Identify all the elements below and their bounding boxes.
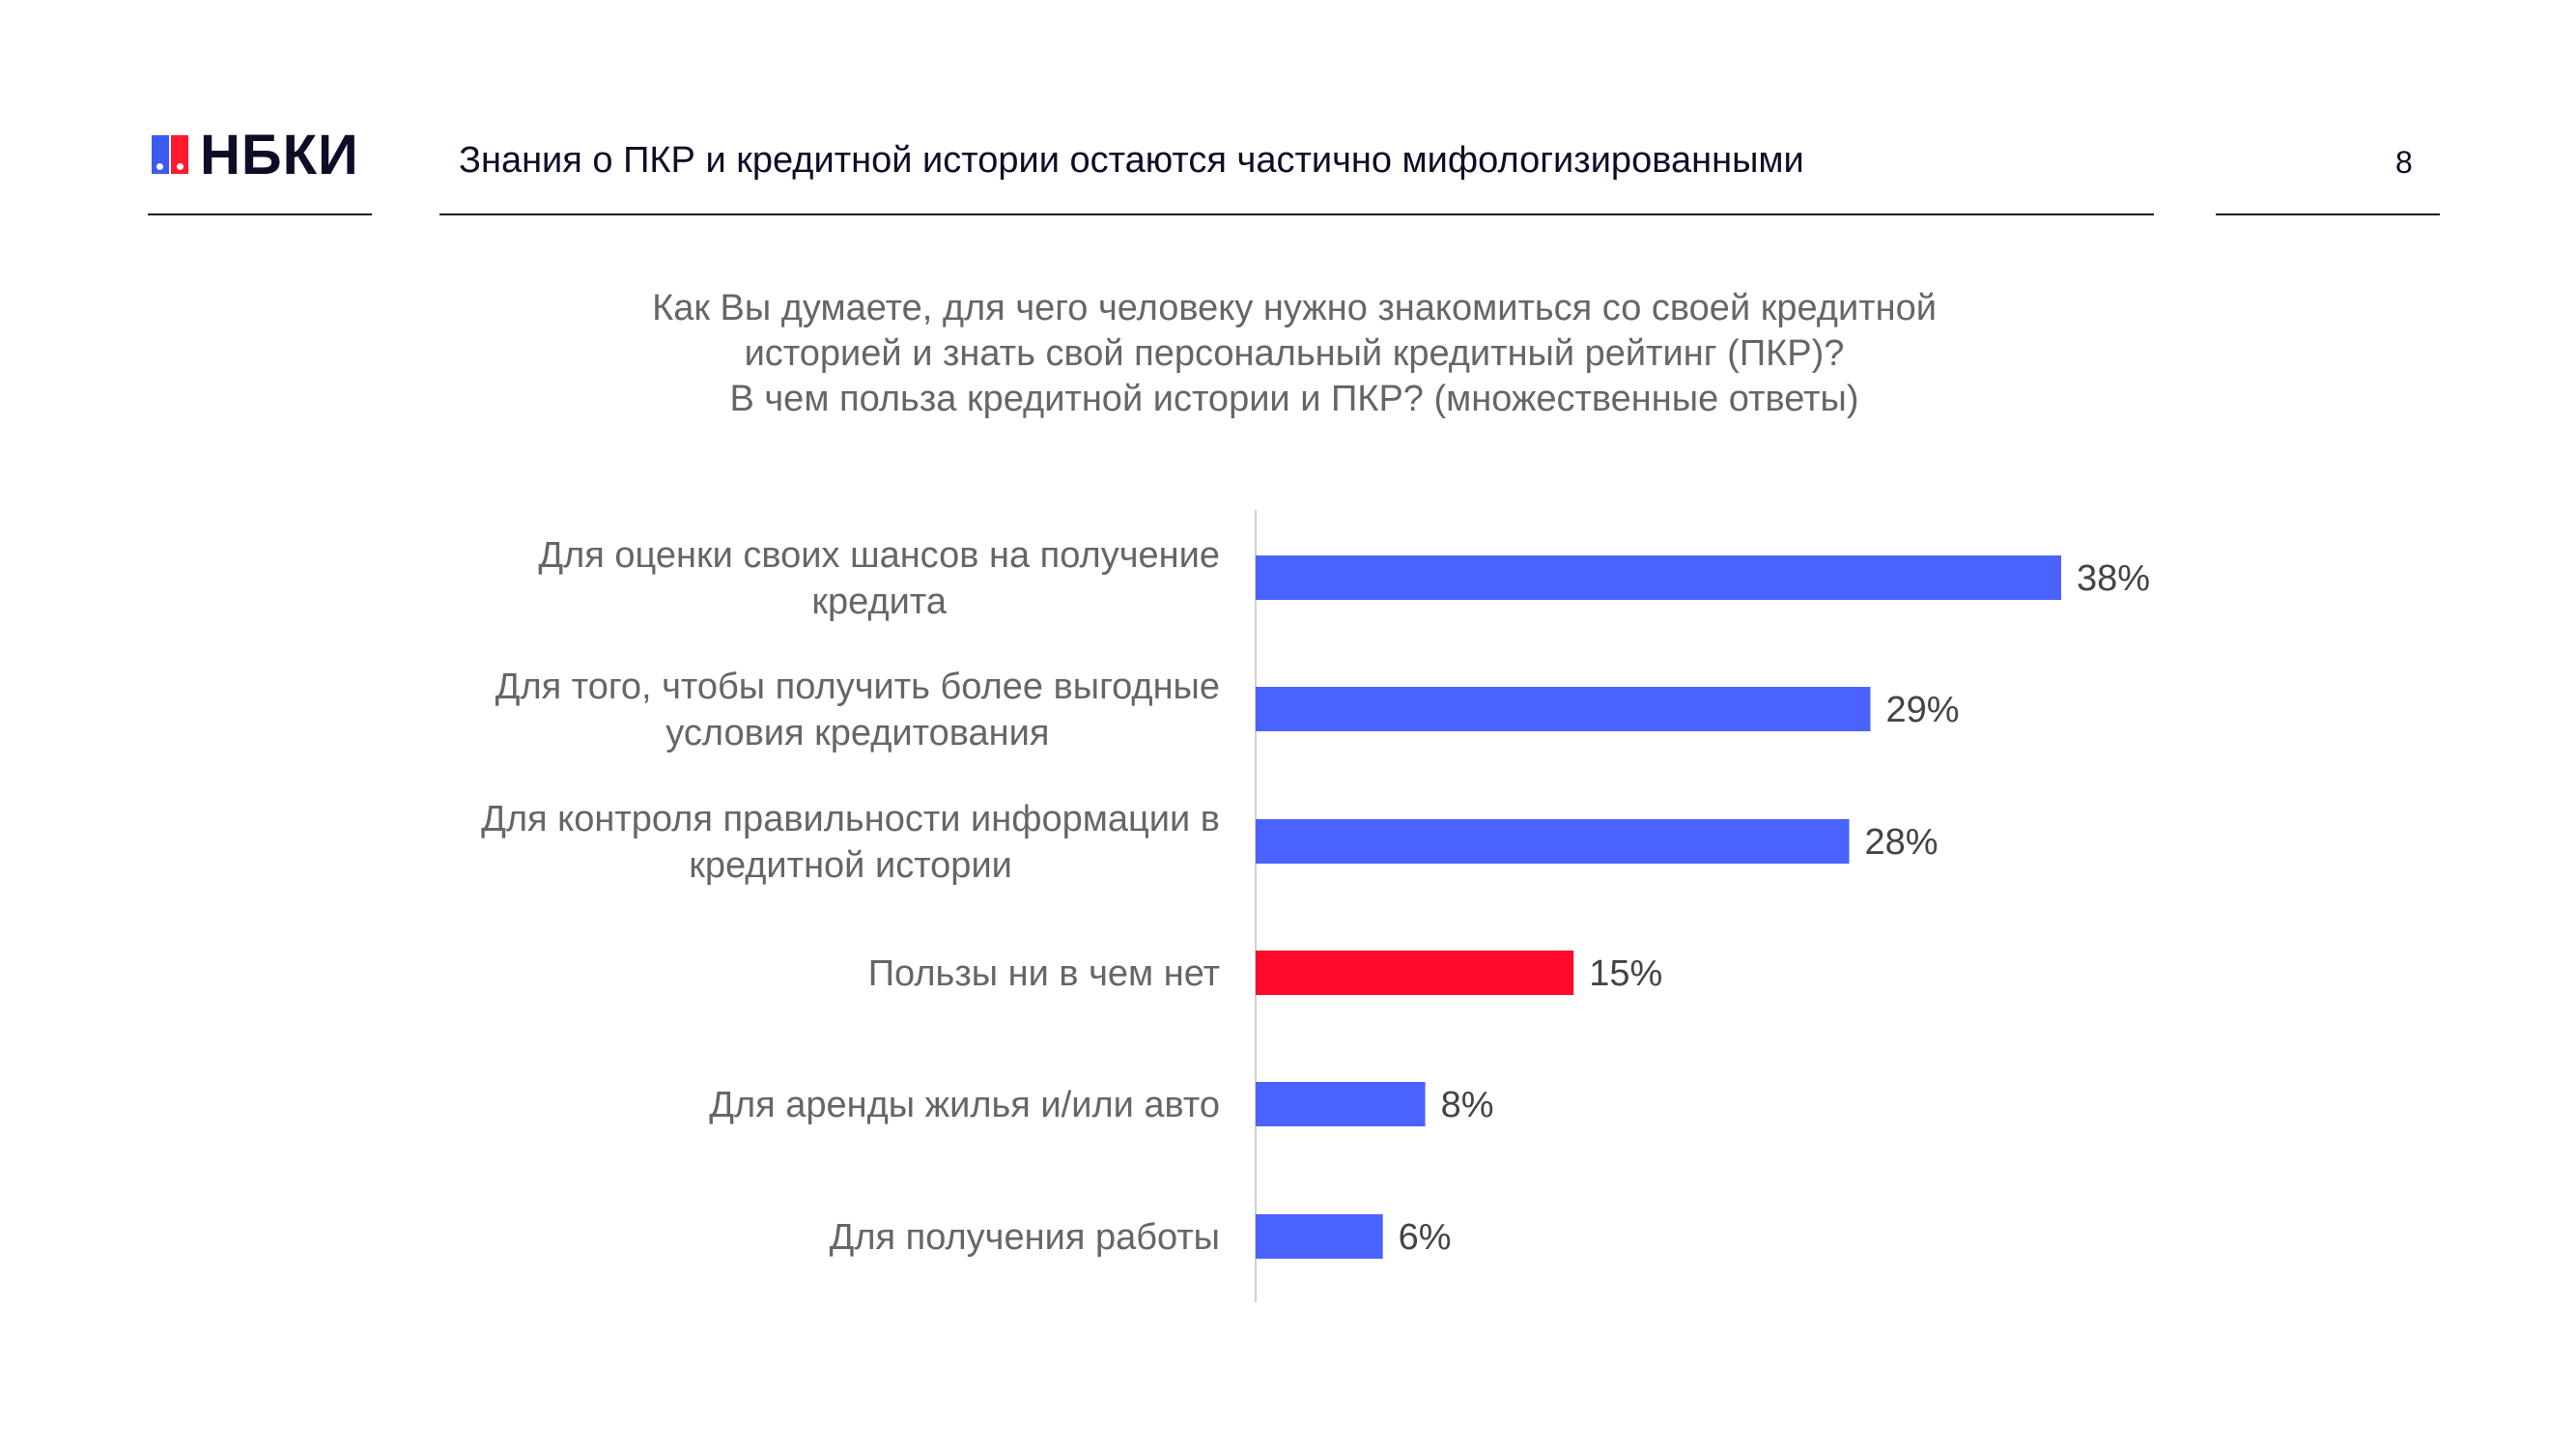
category-label: Для оценки своих шансов на получение: [538, 535, 1220, 576]
bar: [1256, 819, 1850, 864]
category-label: условия кредитования: [665, 713, 1049, 753]
header-divider-left: [148, 213, 372, 215]
category-label: Пользы ни в чем нет: [868, 953, 1220, 994]
data-label: 15%: [1589, 953, 1662, 994]
bar: [1256, 555, 2061, 600]
data-label: 8%: [1441, 1085, 1494, 1125]
question-line: В чем польза кредитной истории и ПКР? (м…: [729, 379, 1859, 419]
header-divider-middle: [439, 213, 2154, 215]
survey-question: Как Вы думаете, для чего человеку нужно …: [425, 286, 2164, 422]
bar: [1256, 687, 1871, 731]
logo: НБКИ: [152, 123, 359, 186]
page-title: Знания о ПКР и кредитной истории остаютс…: [459, 140, 1804, 181]
nbki-logo-icon: [152, 135, 188, 174]
bar: [1256, 951, 1574, 995]
question-line: историей и знать свой персональный креди…: [744, 333, 1845, 374]
bar: [1256, 1082, 1426, 1126]
data-label: 28%: [1865, 822, 1939, 863]
category-label: Для получения работы: [830, 1217, 1220, 1258]
question-line: Как Вы думаете, для чего человеку нужно …: [652, 288, 1937, 328]
page-number: 8: [2395, 145, 2413, 180]
category-label: кредитной истории: [689, 845, 1012, 886]
category-label: Для того, чтобы получить более выгодные: [495, 667, 1220, 707]
category-label: кредита: [811, 582, 947, 622]
data-label: 38%: [2077, 558, 2150, 599]
category-label: Для контроля правильности информации в: [481, 799, 1220, 839]
category-label: Для аренды жилья и/или авто: [709, 1085, 1220, 1125]
data-label: 6%: [1399, 1217, 1452, 1258]
header-divider-right: [2216, 213, 2440, 215]
logo-text: НБКИ: [200, 123, 359, 186]
bar: [1256, 1214, 1383, 1259]
data-label: 29%: [1885, 690, 1959, 730]
